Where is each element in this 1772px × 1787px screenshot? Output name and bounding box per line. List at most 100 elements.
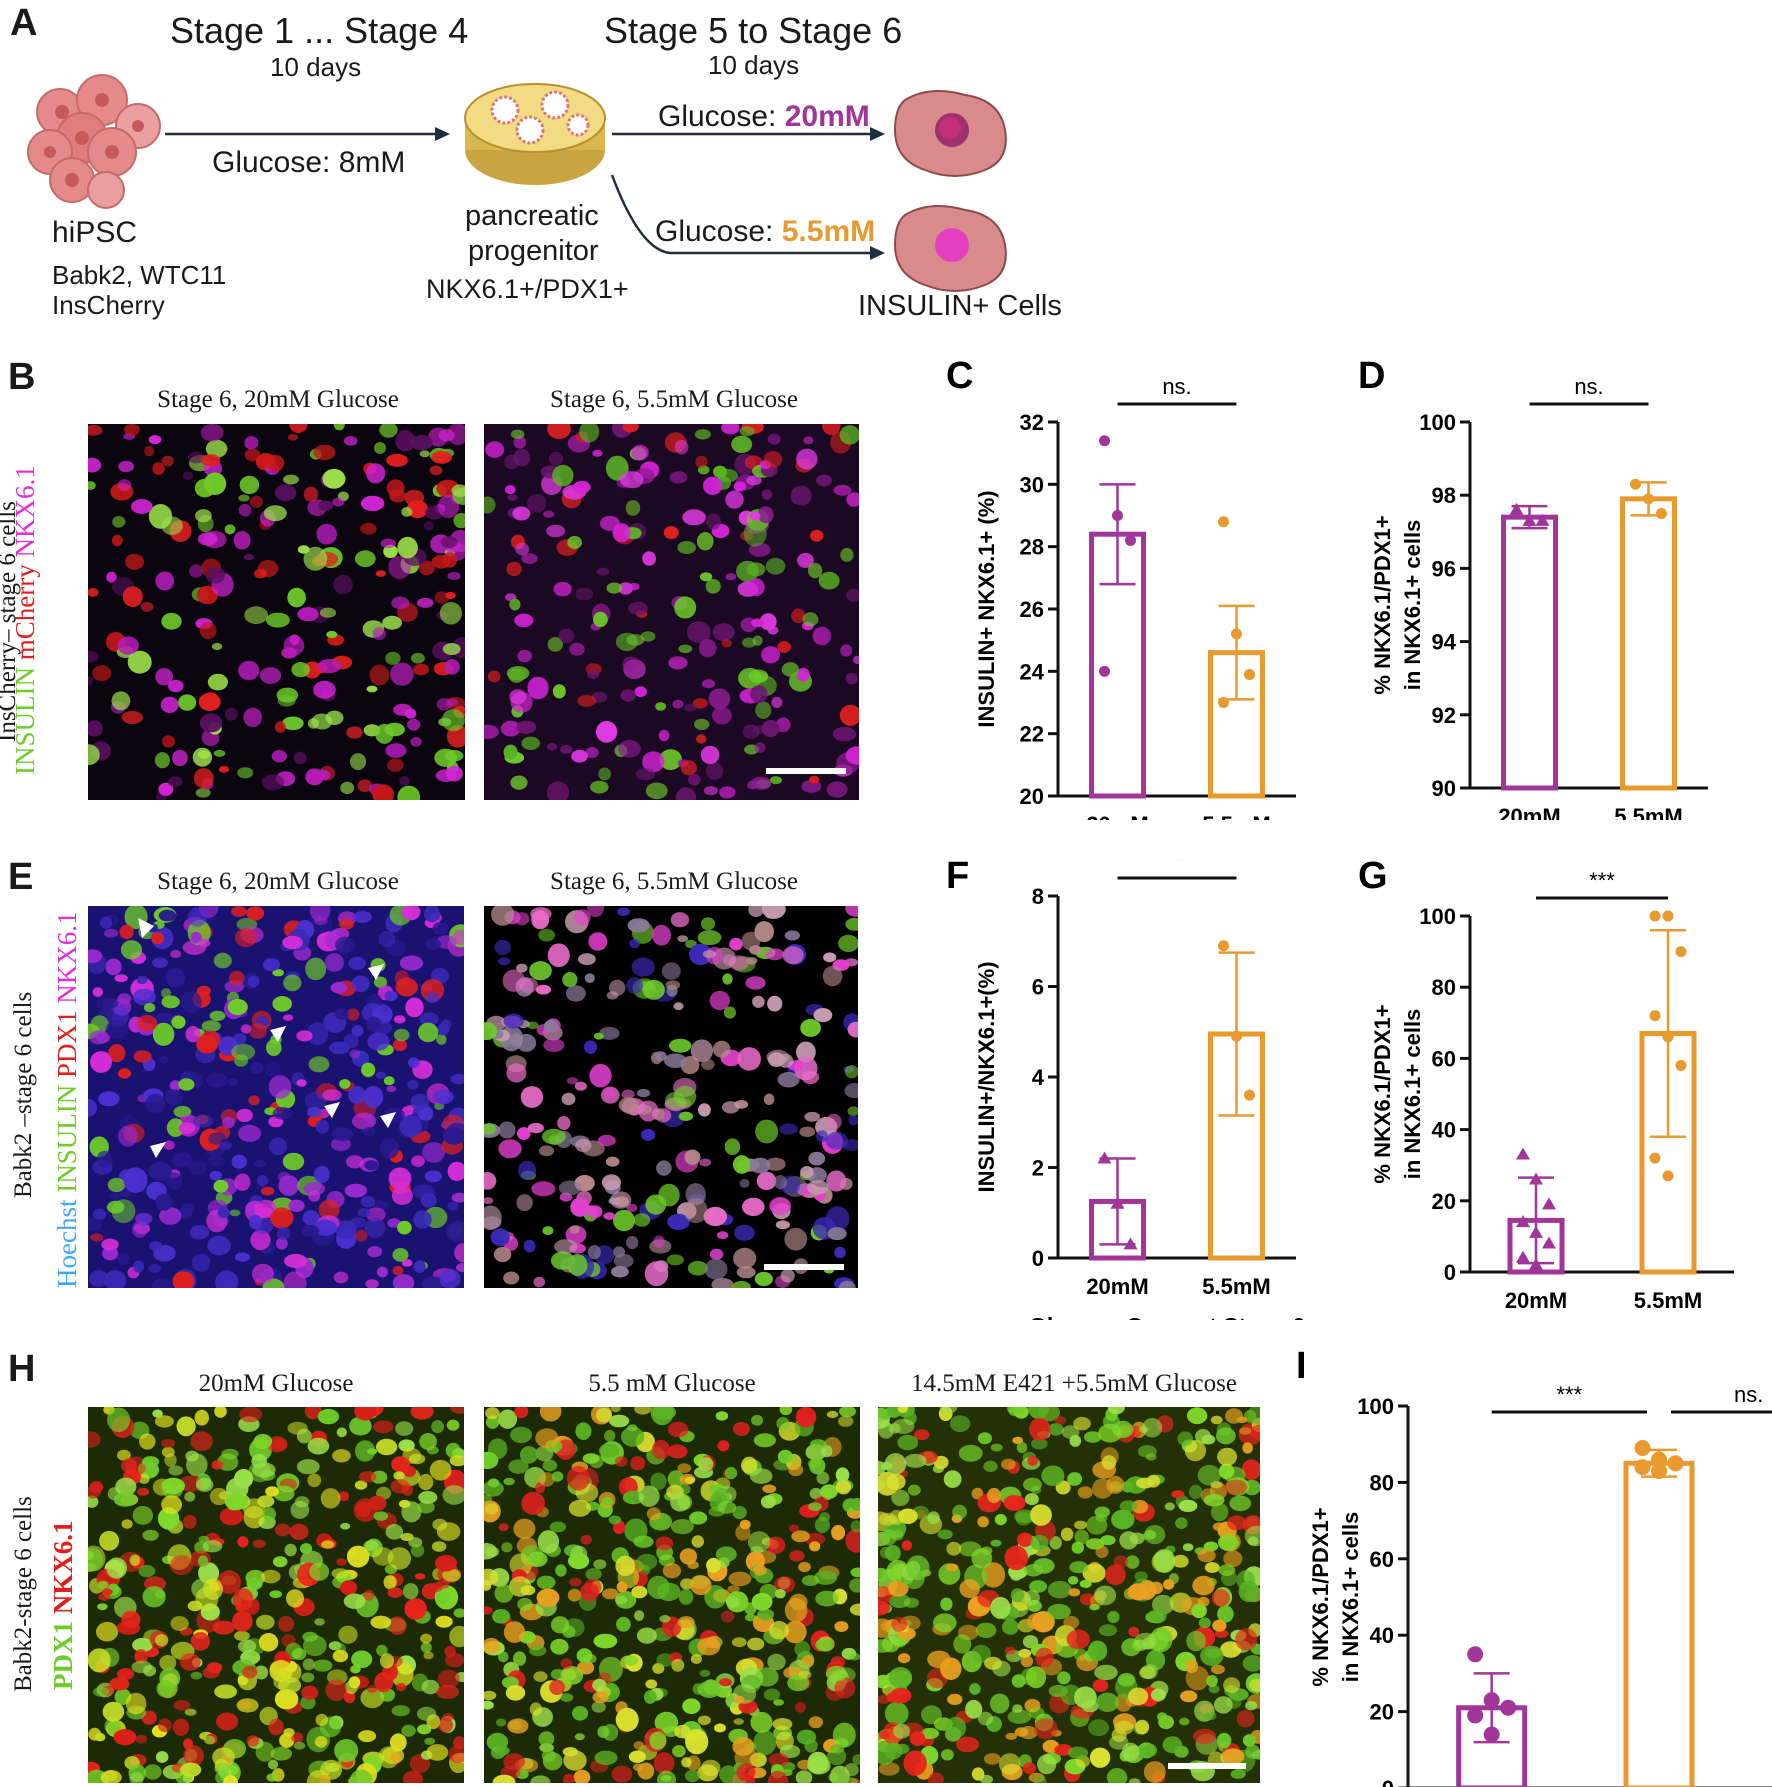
y-tick-label: 20 [1020, 784, 1044, 809]
y-tick-label: 94 [1432, 630, 1457, 655]
y-tick-label: 96 [1432, 556, 1456, 581]
panel-b-cell-type-label: InsCherry– stage 6 cells [0, 501, 21, 742]
chart-f: F 0 2 4 6 8 INSULIN+/NKX6.1+(%) 20mM 5.5mM * Gluco… [946, 860, 1305, 1320]
glucose-8mm-label: Glucose: 8mM [212, 146, 406, 179]
panel-e-hoechst-stain: Hoechst [52, 1199, 82, 1288]
bar-5.5mM [1620, 496, 1677, 791]
data-point [1675, 946, 1687, 958]
y-axis-label: % NKX6.1/PDX1+ [1308, 1507, 1333, 1686]
chart-letter: D [1358, 360, 1385, 397]
x-tick-label: 20mM [1498, 804, 1560, 820]
data-point [1483, 1726, 1500, 1743]
chart-letter: I [1296, 1350, 1307, 1387]
micrograph-b-20mm [88, 424, 465, 800]
data-point [1535, 513, 1550, 526]
micrograph-e-20mm [88, 906, 464, 1288]
data-point [1662, 910, 1674, 922]
panel-e-nkx-stain: NKX6.1 [52, 911, 82, 1004]
progenitor-label-2: progenitor [468, 235, 599, 267]
chart-letter: G [1358, 860, 1388, 897]
y-axis-label: INSULIN+/NKX6.1+(%) [974, 961, 999, 1192]
panel-e-insulin-stain: INSULIN [52, 1084, 82, 1193]
micrograph-e-5-5mm [484, 906, 858, 1288]
significance-label: ns. [1162, 374, 1191, 399]
significance-label: ns. [1734, 1382, 1763, 1407]
data-point [1244, 1089, 1255, 1101]
petri-dish-icon [464, 83, 606, 185]
x-tick-label: 5.5mM [1634, 1288, 1702, 1313]
glucose-20mm-prefix: Glucose: [658, 100, 785, 133]
panel-b-title-right: Stage 6, 5.5mM Glucose [550, 386, 798, 413]
data-point [1483, 1692, 1500, 1709]
hipsc-label: hiPSC [52, 216, 138, 249]
y-tick-label: 30 [1020, 472, 1044, 497]
y-axis-label: % NKX6.1/PDX1+ [1370, 1004, 1395, 1183]
panel-h-nkx-stain: NKX6.1 [48, 1520, 78, 1615]
data-point [1112, 510, 1123, 521]
y-tick-label: 60 [1432, 1046, 1456, 1071]
data-point [1667, 1455, 1684, 1472]
panel-a-schematic [27, 74, 1007, 292]
data-point [1244, 668, 1255, 680]
bar-20mM [1501, 514, 1558, 791]
data-point [1467, 1646, 1484, 1663]
data-point [1110, 1196, 1125, 1209]
significance-label: *** [1589, 868, 1615, 893]
y-tick-label: 22 [1020, 722, 1044, 747]
significance-label: *** [1556, 1382, 1582, 1407]
stage14-label: Stage 1 ... Stage 4 [170, 10, 469, 51]
data-point [1651, 1462, 1667, 1479]
panel-letter-a: A [10, 2, 38, 44]
panel-letter-b: B [8, 356, 36, 398]
y-tick-label: 2 [1032, 1156, 1044, 1181]
y-tick-label: 40 [1370, 1623, 1394, 1648]
bar-5.5mM [1623, 1460, 1695, 1787]
data-point [1231, 628, 1242, 640]
data-point [1529, 1257, 1543, 1270]
stage56-label: Stage 5 to Stage 6 [604, 10, 903, 51]
scale-bar [764, 1264, 844, 1270]
chart-i: I 0 20 40 60 80 100 % NKX6.1/PDX1+in NKX6.1+ ce… [1296, 1350, 1772, 1787]
insulin-cell-icon-bottom [893, 205, 1007, 292]
x-tick-label: 5.5mM [1614, 804, 1682, 820]
data-point [1516, 1147, 1530, 1160]
y-tick-label: 28 [1020, 535, 1044, 560]
chart-letter: F [946, 860, 969, 897]
data-point [1651, 1451, 1667, 1468]
stage56-days: 10 days [708, 50, 800, 80]
data-point [1516, 1215, 1530, 1228]
panel-h-pdx-stain: PDX1 [48, 1621, 78, 1690]
data-point [1529, 1172, 1543, 1185]
reporter-line-label: InsCherry [52, 290, 165, 320]
data-point [1662, 1170, 1674, 1182]
y-tick-label: 60 [1370, 1547, 1394, 1572]
y-tick-label: 0 [1032, 1246, 1044, 1271]
x-tick-label: 20mM [1086, 812, 1148, 820]
data-point [1643, 493, 1654, 505]
scale-bar [766, 768, 846, 774]
data-point [1656, 508, 1667, 519]
y-tick-label: 24 [1020, 659, 1045, 684]
data-point [1522, 513, 1537, 526]
y-axis-label: % NKX6.1/PDX1+ [1370, 515, 1395, 694]
panel-letter-e: E [8, 856, 34, 898]
y-tick-label: 100 [1419, 410, 1456, 435]
x-tick-label: 5.5mM [1202, 1274, 1270, 1299]
y-tick-label: 6 [1032, 975, 1044, 1000]
y-tick-label: 100 [1357, 1394, 1394, 1419]
panel-e-title-left: Stage 6, 20mM Glucose [157, 868, 399, 895]
data-point [1542, 1236, 1556, 1249]
y-axis-label: in NKX6.1+ cells [1338, 1512, 1363, 1683]
panel-h-title-1: 20mM Glucose [198, 1370, 354, 1397]
insulin-cell-icon-top [893, 90, 1007, 177]
data-point [1649, 1152, 1661, 1164]
y-tick-label: 0 [1382, 1776, 1394, 1787]
y-tick-label: 4 [1032, 1065, 1045, 1090]
data-point [1675, 1060, 1687, 1072]
y-tick-label: 20 [1432, 1189, 1456, 1214]
data-point [1218, 940, 1229, 952]
panel-letter-h: H [8, 1348, 36, 1390]
micrograph-h-e421 [878, 1407, 1260, 1783]
panel-e-cell-type-label: Babk2 –stage 6 cells [10, 991, 37, 1198]
panel-h-title-3: 14.5mM E421 +5.5mM Glucose [911, 1370, 1237, 1397]
